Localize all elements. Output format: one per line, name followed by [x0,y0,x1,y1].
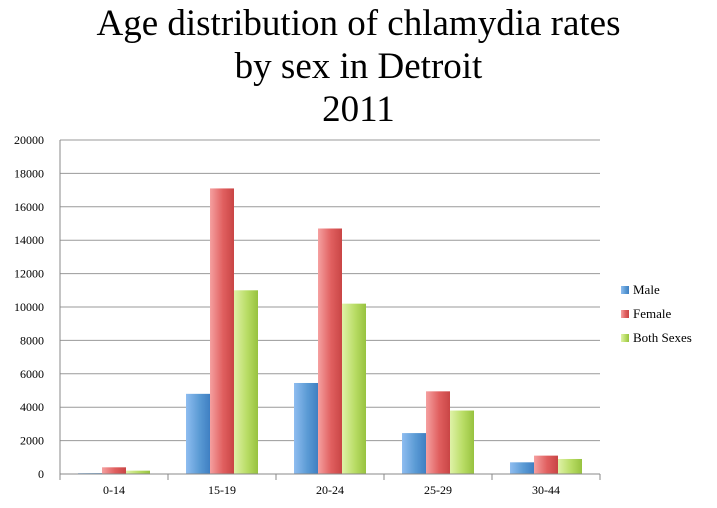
legend: Male Female Both Sexes [621,282,692,345]
bar-male [294,382,318,474]
y-tick-label: 10000 [14,300,44,314]
legend-label: Female [633,306,671,321]
y-tick-label: 0 [38,467,44,481]
bar-both-sexes [342,303,366,474]
y-tick-label: 12000 [14,267,44,281]
y-tick-label: 4000 [20,400,44,414]
title-line-1: Age distribution of chlamydia rates [96,3,621,44]
bars-layer [78,188,582,474]
legend-label: Male [633,282,660,297]
x-tick-label: 20-24 [316,483,344,497]
chart-title: Age distribution of chlamydia rates by s… [0,2,717,131]
bar-male [402,433,426,474]
x-tick-label: 15-19 [208,483,236,497]
bar-male [186,393,210,474]
y-tick-label: 6000 [20,367,44,381]
y-tick-label: 16000 [14,200,44,214]
x-tick-label: 0-14 [103,483,125,497]
bar-female [210,188,234,474]
legend-swatch [621,310,629,318]
bar-female [426,391,450,474]
bar-female [534,455,558,474]
bar-female [318,228,342,474]
bar-both-sexes [234,290,258,474]
bar-male [510,462,534,474]
y-tick-label: 8000 [20,333,44,347]
axis-layer: 0 2000 4000 6000 8000 10000 12000 14000 16000 180… [14,133,601,497]
y-tick-label: 20000 [14,133,44,147]
bar-both-sexes [126,470,150,474]
legend-swatch [621,286,629,294]
bar-female [102,467,126,474]
title-line-3: 2011 [322,89,395,130]
x-tick-label: 30-44 [532,483,560,497]
bar-both-sexes [558,458,582,474]
legend-label: Both Sexes [633,330,692,345]
y-tick-label: 2000 [20,434,44,448]
title-line-2: by sex in Detroit [234,46,483,87]
y-tick-label: 18000 [14,166,44,180]
x-tick-label: 25-29 [424,483,452,497]
y-tick-label: 14000 [14,233,44,247]
bar-both-sexes [450,410,474,474]
legend-swatch [621,334,629,342]
